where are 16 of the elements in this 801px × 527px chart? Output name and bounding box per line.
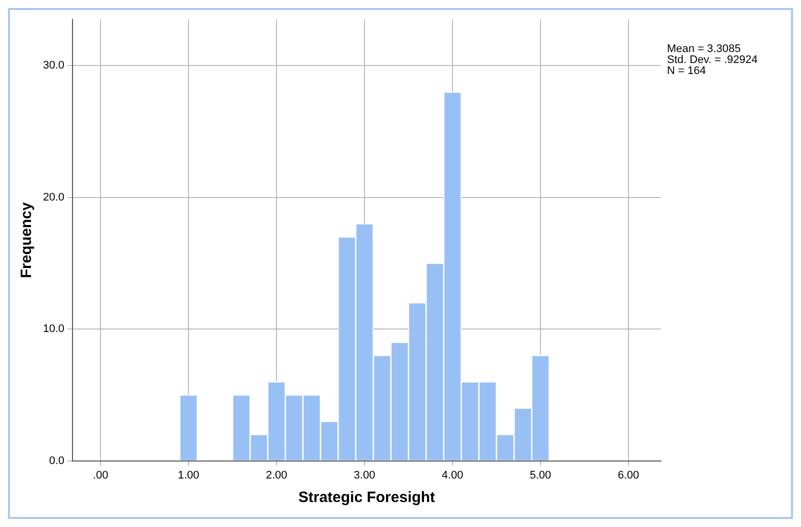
text: Mean = 3.3085 [667, 43, 741, 56]
y-tick-label: 0.0 [49, 454, 64, 467]
text: N = 164 [667, 65, 706, 78]
x-tick-label: 3.00 [354, 469, 376, 482]
x-tick-label: 4.00 [442, 469, 464, 482]
y-tick-label: 30.0 [42, 60, 64, 72]
text: Std. Dev. = .92924 [667, 54, 758, 66]
y-axis-title: Frequency [18, 202, 36, 278]
x-tick-label: .00 [92, 469, 108, 482]
x-tick-label: 6.00 [618, 469, 640, 482]
x-tick-label: 2.00 [266, 469, 288, 482]
x-tick-label: 1.00 [178, 469, 200, 482]
x-axis-title: Strategic Foresight [298, 489, 436, 506]
y-tick-label: 10.0 [42, 323, 64, 336]
x-tick-label: 5.00 [530, 469, 552, 482]
y-tick-label: 20.0 [42, 191, 64, 204]
